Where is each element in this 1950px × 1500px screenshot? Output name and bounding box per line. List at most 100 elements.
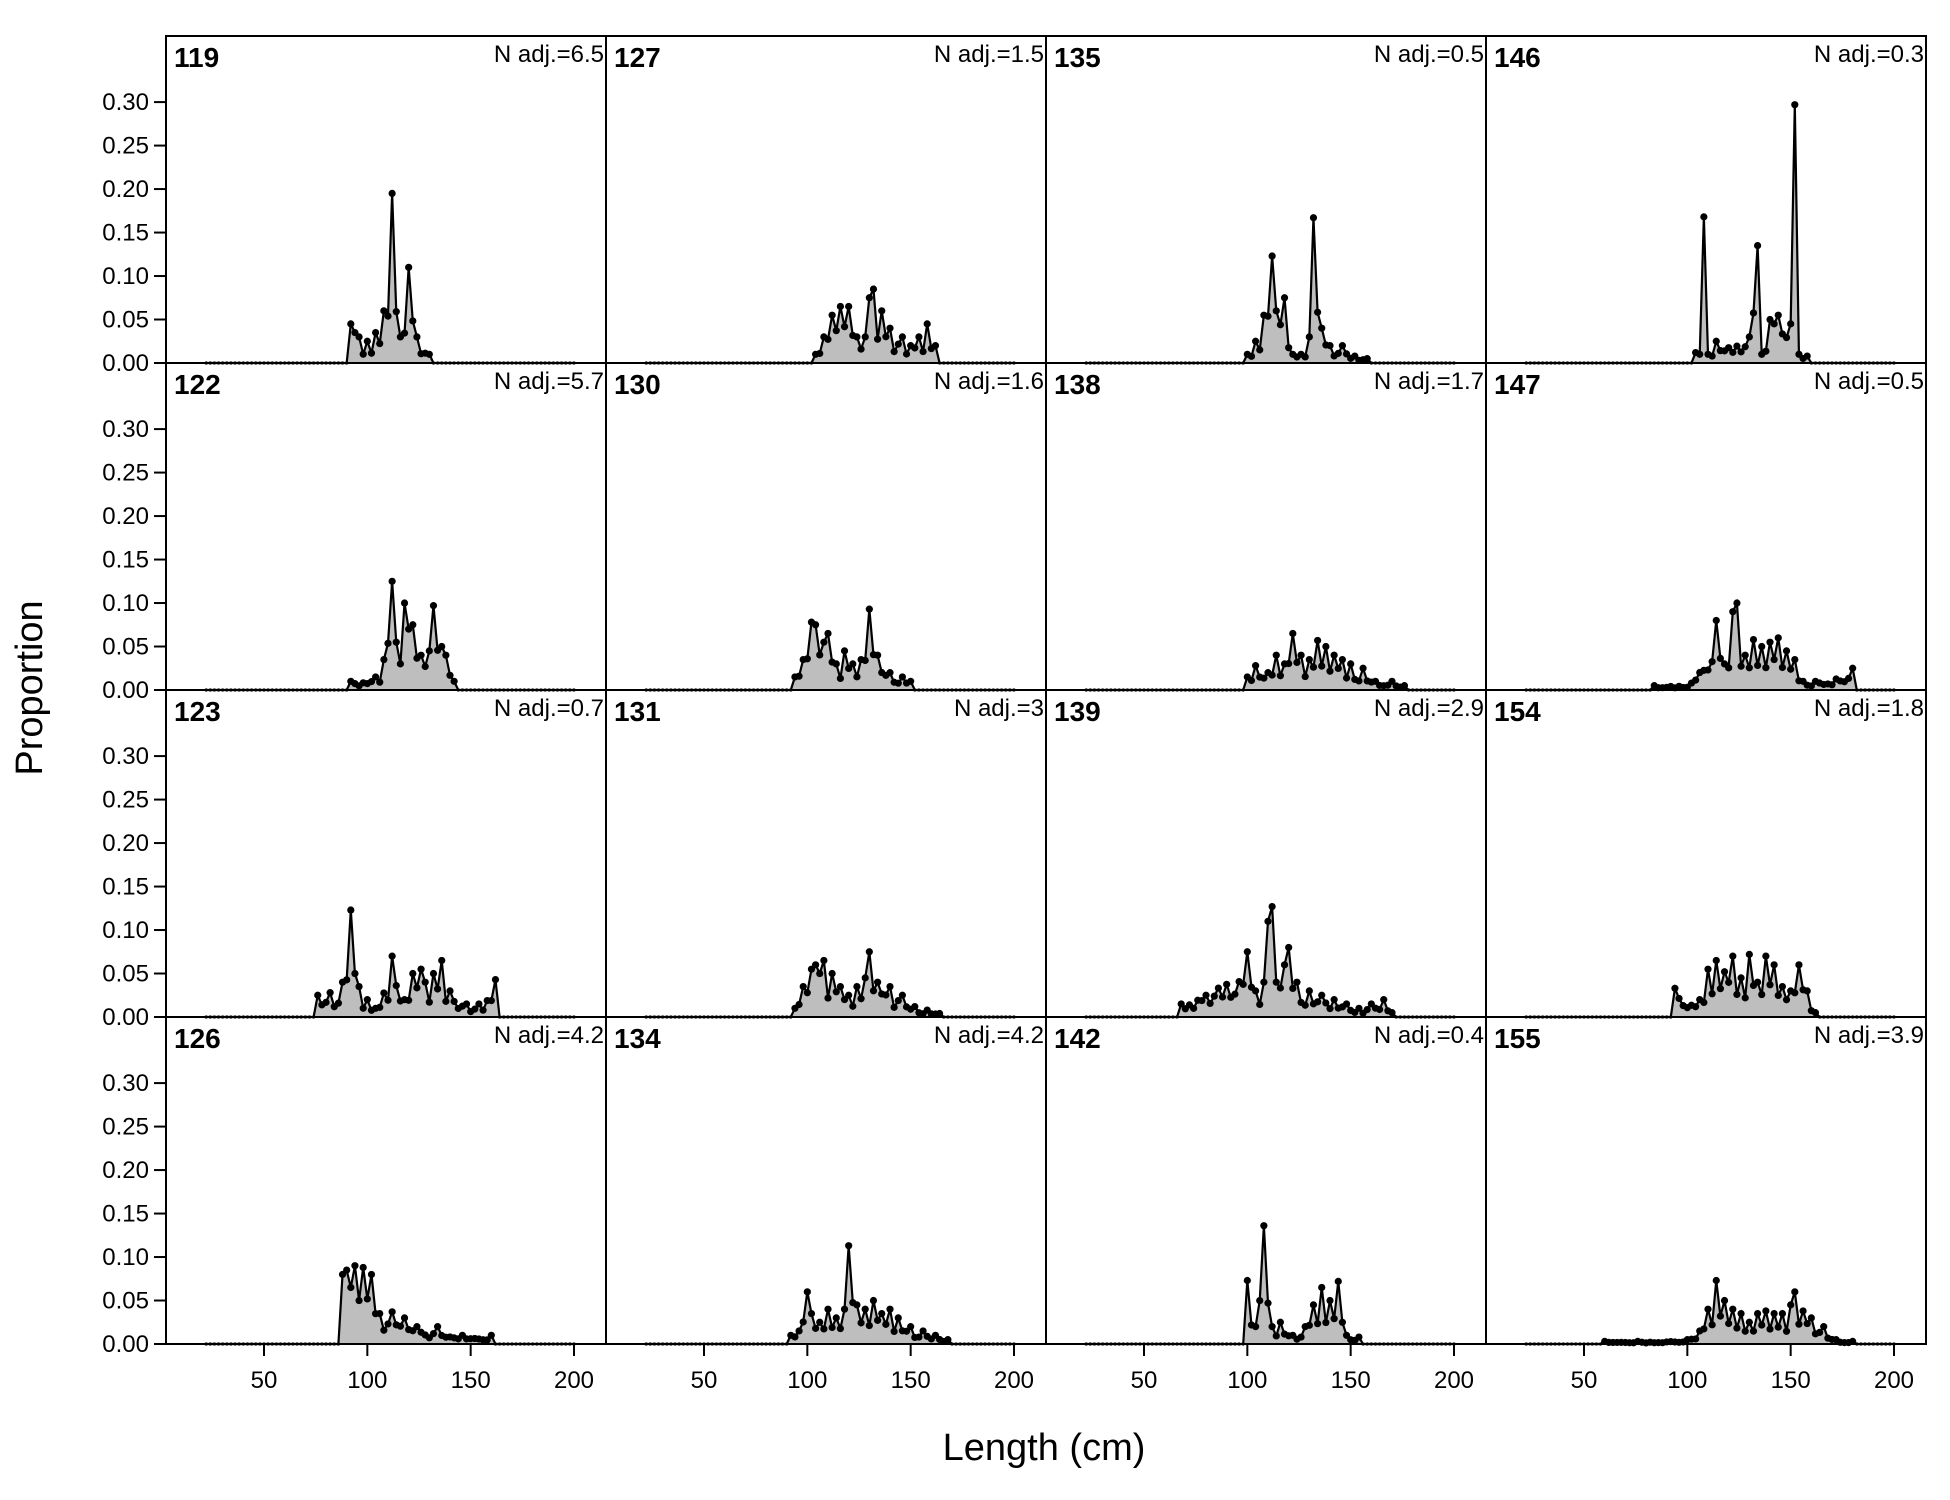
data-point: [1754, 1309, 1762, 1318]
data-point: [425, 998, 433, 1006]
panel-label: 123: [174, 696, 221, 727]
data-point: [803, 655, 811, 663]
y-tick-label: 0.20: [102, 1157, 149, 1184]
data-point: [1285, 943, 1293, 952]
data-point: [869, 1296, 878, 1305]
data-point: [400, 1314, 409, 1322]
x-tick-label: 50: [691, 1367, 718, 1394]
data-point: [861, 656, 869, 665]
panel-131-frame: [605, 689, 1047, 1018]
data-point: [405, 263, 413, 271]
data-point: [1322, 1318, 1330, 1327]
data-point: [1342, 1000, 1351, 1008]
data-point: [380, 655, 388, 664]
data-point: [944, 1336, 952, 1344]
data-point: [1355, 677, 1363, 685]
data-point: [1301, 1001, 1309, 1009]
panel-123-area: [206, 910, 574, 1017]
data-point: [1725, 344, 1733, 352]
data-point: [1741, 651, 1749, 659]
data-point: [1380, 996, 1388, 1004]
data-point: [1309, 214, 1318, 222]
data-point: [886, 982, 894, 991]
data-point: [409, 621, 417, 629]
data-point: [1716, 1312, 1724, 1320]
data-point: [1712, 1276, 1720, 1285]
data-point: [1305, 1321, 1313, 1329]
data-point: [1737, 1309, 1745, 1318]
data-point: [1692, 1335, 1700, 1343]
y-tick-label: 0.15: [102, 874, 149, 901]
data-point: [1704, 965, 1712, 973]
data-point: [1293, 658, 1301, 667]
panel-126-area: [206, 1265, 574, 1344]
data-point: [849, 1002, 857, 1010]
data-point: [1305, 987, 1313, 995]
data-point: [1741, 343, 1749, 351]
data-point: [1256, 1297, 1264, 1305]
data-point: [322, 998, 330, 1006]
data-point: [1326, 667, 1334, 675]
data-point: [1388, 1009, 1396, 1017]
data-point: [429, 602, 438, 610]
data-point: [812, 621, 820, 629]
data-point: [1729, 1305, 1737, 1313]
n-adj-label: N adj.=2.9: [1374, 695, 1484, 722]
data-point: [1206, 999, 1214, 1008]
data-point: [442, 651, 450, 659]
data-point: [840, 323, 849, 331]
data-point: [384, 312, 392, 320]
data-point: [413, 333, 421, 341]
panel-155-area: [1526, 1280, 1894, 1344]
data-point: [869, 285, 878, 293]
panel-130: 130 N adj.=1.6: [605, 362, 1047, 692]
data-point: [840, 1305, 849, 1313]
data-point: [1347, 660, 1355, 668]
y-tick-label: 0.20: [102, 503, 149, 530]
data-point: [853, 982, 861, 991]
data-point: [1733, 990, 1741, 999]
data-point: [803, 1288, 811, 1296]
data-point: [1754, 978, 1762, 986]
panel-134-area: [646, 1245, 1014, 1344]
y-tick-label: 0.00: [102, 1331, 149, 1358]
data-point: [812, 1324, 820, 1332]
data-point: [853, 673, 861, 681]
data-point: [832, 988, 840, 996]
data-point: [1749, 309, 1758, 317]
data-point: [1807, 682, 1815, 690]
data-point: [1720, 968, 1729, 976]
data-point: [1388, 677, 1396, 685]
data-point: [1231, 990, 1239, 998]
panel-127: 127 N adj.=1.5: [605, 35, 1047, 365]
data-point: [936, 1009, 944, 1018]
data-point: [1264, 917, 1272, 925]
panel-label: 135: [1054, 42, 1101, 73]
data-point: [1198, 996, 1206, 1005]
panel-135: 135 N adj.=0.5: [1045, 35, 1487, 365]
data-point: [479, 1006, 487, 1014]
data-point: [384, 996, 392, 1004]
data-point: [1774, 1323, 1782, 1331]
data-point: [1338, 655, 1346, 664]
data-point: [894, 679, 902, 687]
data-point: [865, 948, 873, 956]
panel-131: 131 N adj.=3: [605, 689, 1047, 1019]
data-point: [1260, 1222, 1268, 1230]
data-point: [882, 1320, 890, 1328]
data-point: [1334, 664, 1342, 673]
data-point: [1700, 1325, 1708, 1333]
data-point: [1733, 599, 1741, 607]
data-point: [1268, 902, 1276, 911]
data-point: [1782, 333, 1791, 342]
data-point: [1285, 344, 1293, 352]
panel-122-area: [206, 581, 574, 690]
data-point: [1849, 664, 1857, 672]
data-point: [1741, 994, 1749, 1002]
data-point: [376, 1003, 384, 1011]
data-point: [795, 1327, 803, 1335]
data-point: [812, 961, 820, 969]
data-point: [1243, 948, 1251, 956]
data-point: [857, 345, 865, 353]
data-point: [919, 1327, 927, 1335]
